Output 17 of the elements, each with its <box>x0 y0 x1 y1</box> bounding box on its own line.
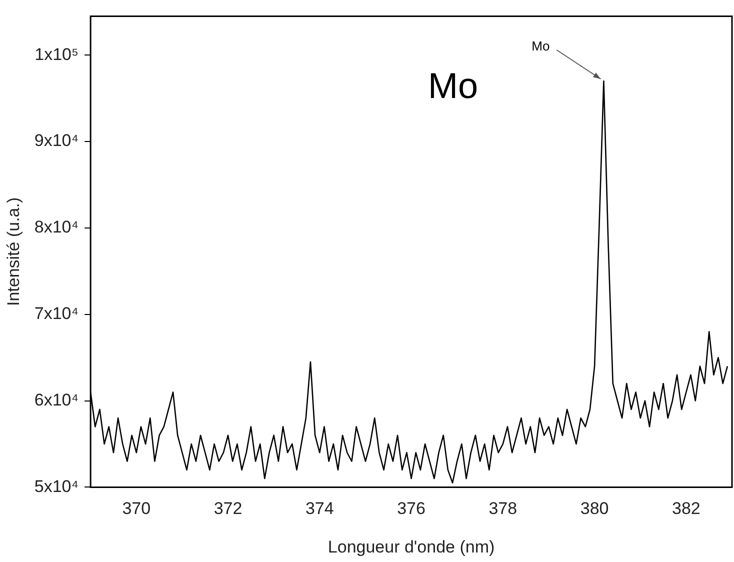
y-tick-label: 1x10⁵ <box>34 44 79 64</box>
x-tick-label: 382 <box>672 499 700 518</box>
y-axis-title: Intensité (u.a.) <box>4 197 23 306</box>
x-tick-label: 372 <box>214 499 242 518</box>
y-tick-label: 8x10⁴ <box>34 218 79 237</box>
x-axis-title: Longueur d'onde (nm) <box>328 537 495 556</box>
y-tick-label: 7x10⁴ <box>34 304 79 324</box>
x-tick-label: 370 <box>122 499 151 518</box>
annotation: Mo <box>532 38 550 54</box>
x-tick-label: 378 <box>488 499 518 518</box>
y-tick-label: 9x10⁴ <box>34 131 79 150</box>
y-tick-label: 5x10⁴ <box>34 476 79 496</box>
x-tick-label: 374 <box>305 499 334 518</box>
x-tick-label: 376 <box>397 499 426 518</box>
y-tick-label: 6x10⁴ <box>34 390 79 410</box>
annotation: Mo <box>428 65 478 106</box>
x-tick-label: 380 <box>580 499 609 518</box>
